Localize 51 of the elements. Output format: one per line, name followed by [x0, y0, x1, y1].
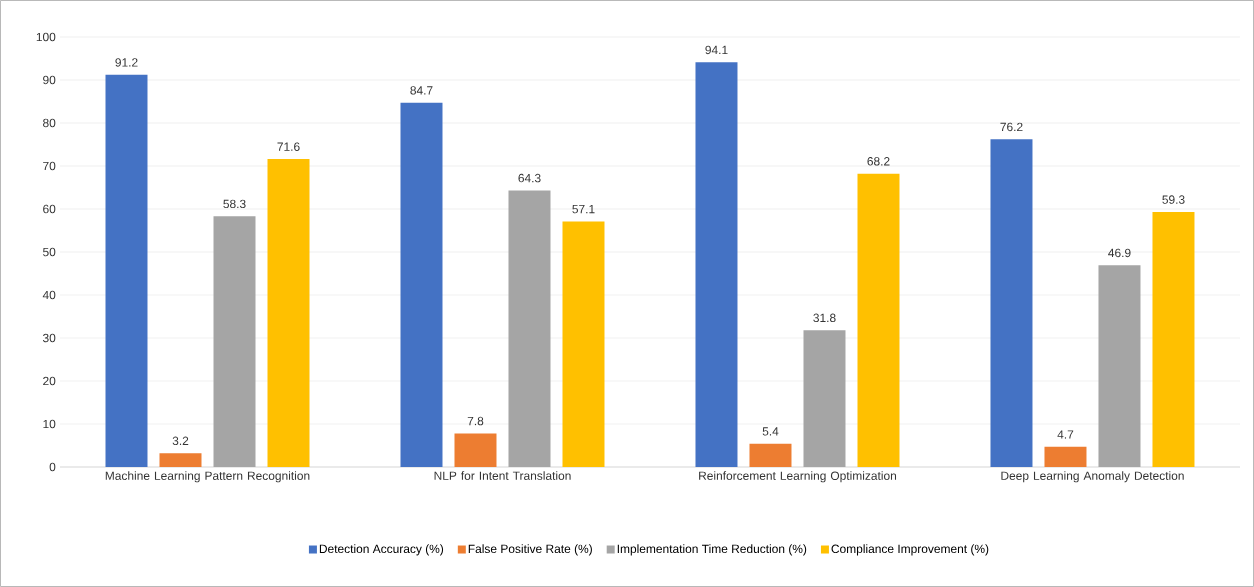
data-label: 5.4 [762, 427, 779, 436]
data-label: 46.9 [1108, 248, 1131, 258]
y-tick-label: 30 [42, 333, 56, 343]
x-tick-label: Deep Learning Anomaly Detection [1001, 471, 1184, 483]
bar [105, 74, 148, 467]
data-label: 71.6 [277, 142, 300, 151]
legend-label: Implementation Time Reduction (%) [617, 544, 807, 556]
data-label: 4.7 [1057, 430, 1074, 439]
bar [1044, 446, 1087, 467]
y-tick-label: 0 [49, 462, 56, 472]
y-tick-label: 60 [43, 204, 56, 214]
bar [857, 173, 900, 467]
bar [400, 102, 443, 467]
legend-label: False Positive Rate (%) [468, 544, 592, 556]
y-tick-label: 20 [43, 376, 56, 386]
y-tick-label: 90 [43, 75, 56, 85]
data-label: 31.8 [813, 313, 836, 323]
bar [508, 190, 551, 467]
data-label: 3.2 [172, 436, 189, 446]
data-label: 57.1 [572, 204, 595, 214]
bar [159, 453, 202, 467]
data-label: 68.2 [867, 157, 890, 166]
bar [267, 159, 310, 467]
data-label: 58.3 [223, 199, 246, 209]
y-tick-label: 50 [43, 247, 56, 257]
x-tick-label: Reinforcement Learning Optimization [699, 471, 897, 483]
y-tick-label: 70 [43, 161, 56, 171]
bar [1098, 265, 1141, 467]
y-tick-label: 10 [43, 419, 56, 429]
y-tick-label: 100 [36, 32, 56, 42]
bar [695, 62, 738, 467]
bar [749, 443, 792, 467]
x-tick-label: Machine Learning Pattern Recognition [105, 471, 310, 483]
legend-label: Compliance Improvement (%) [831, 544, 989, 556]
data-label: 7.8 [467, 416, 484, 426]
data-label: 76.2 [1000, 122, 1023, 132]
data-label: 91.2 [115, 58, 138, 67]
x-tick-label: NLP for Intent Translation [434, 471, 571, 480]
data-label: 59.3 [1162, 195, 1185, 204]
bar [1152, 212, 1195, 467]
y-tick-label: 40 [42, 290, 56, 300]
data-label: 64.3 [518, 173, 541, 183]
bar [213, 216, 256, 467]
bar [803, 330, 846, 467]
data-label: 94.1 [705, 45, 728, 55]
data-label: 84.7 [410, 86, 433, 95]
legend-label: Detection Accuracy (%) [319, 544, 444, 556]
bar [990, 139, 1033, 467]
bar [454, 433, 497, 467]
y-tick-label: 80 [43, 118, 56, 128]
bar [562, 221, 605, 467]
